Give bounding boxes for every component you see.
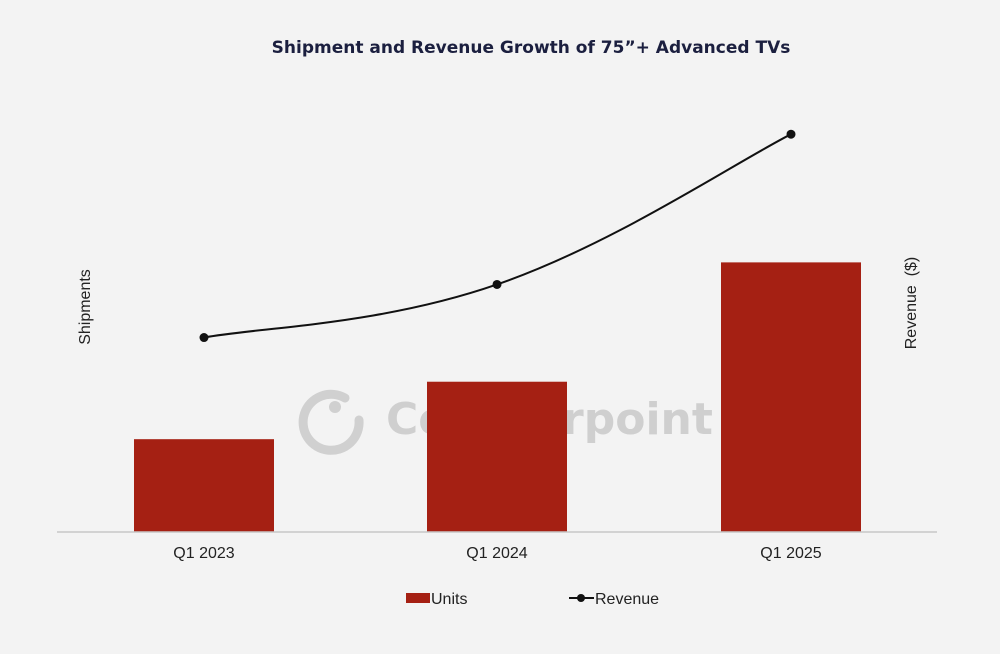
bars-group [134, 262, 861, 532]
revenue-point-q1-2024 [492, 279, 502, 289]
x-tick-label: Q1 2025 [760, 545, 821, 562]
legend-revenue-marker [577, 594, 585, 602]
legend-item-revenue[interactable]: Revenue [569, 591, 659, 608]
counterpoint-logo-icon [298, 389, 364, 455]
legend-item-units[interactable]: Units [406, 591, 467, 608]
legend-revenue-label: Revenue [595, 591, 659, 608]
legend-units-label: Units [431, 591, 467, 608]
chart-title: Shipment and Revenue Growth of 75”+ Adva… [272, 38, 791, 58]
revenue-point-q1-2025 [786, 129, 796, 139]
y-axis-label: Shipments [77, 269, 94, 345]
y2-axis-label: Revenue ($) [903, 257, 920, 350]
x-tick-label: Q1 2023 [173, 545, 234, 562]
x-tick-labels: Q1 2023 Q1 2024 Q1 2025 [173, 545, 821, 562]
legend: Units Revenue [406, 591, 659, 608]
bar-q1-2025 [721, 262, 861, 532]
x-tick-label: Q1 2024 [466, 545, 527, 562]
revenue-line [203, 133, 792, 339]
bar-q1-2023 [134, 439, 274, 532]
revenue-point-q1-2023 [199, 333, 209, 343]
legend-units-swatch [406, 593, 430, 603]
bar-q1-2024 [427, 381, 567, 532]
revenue-series [199, 129, 796, 343]
